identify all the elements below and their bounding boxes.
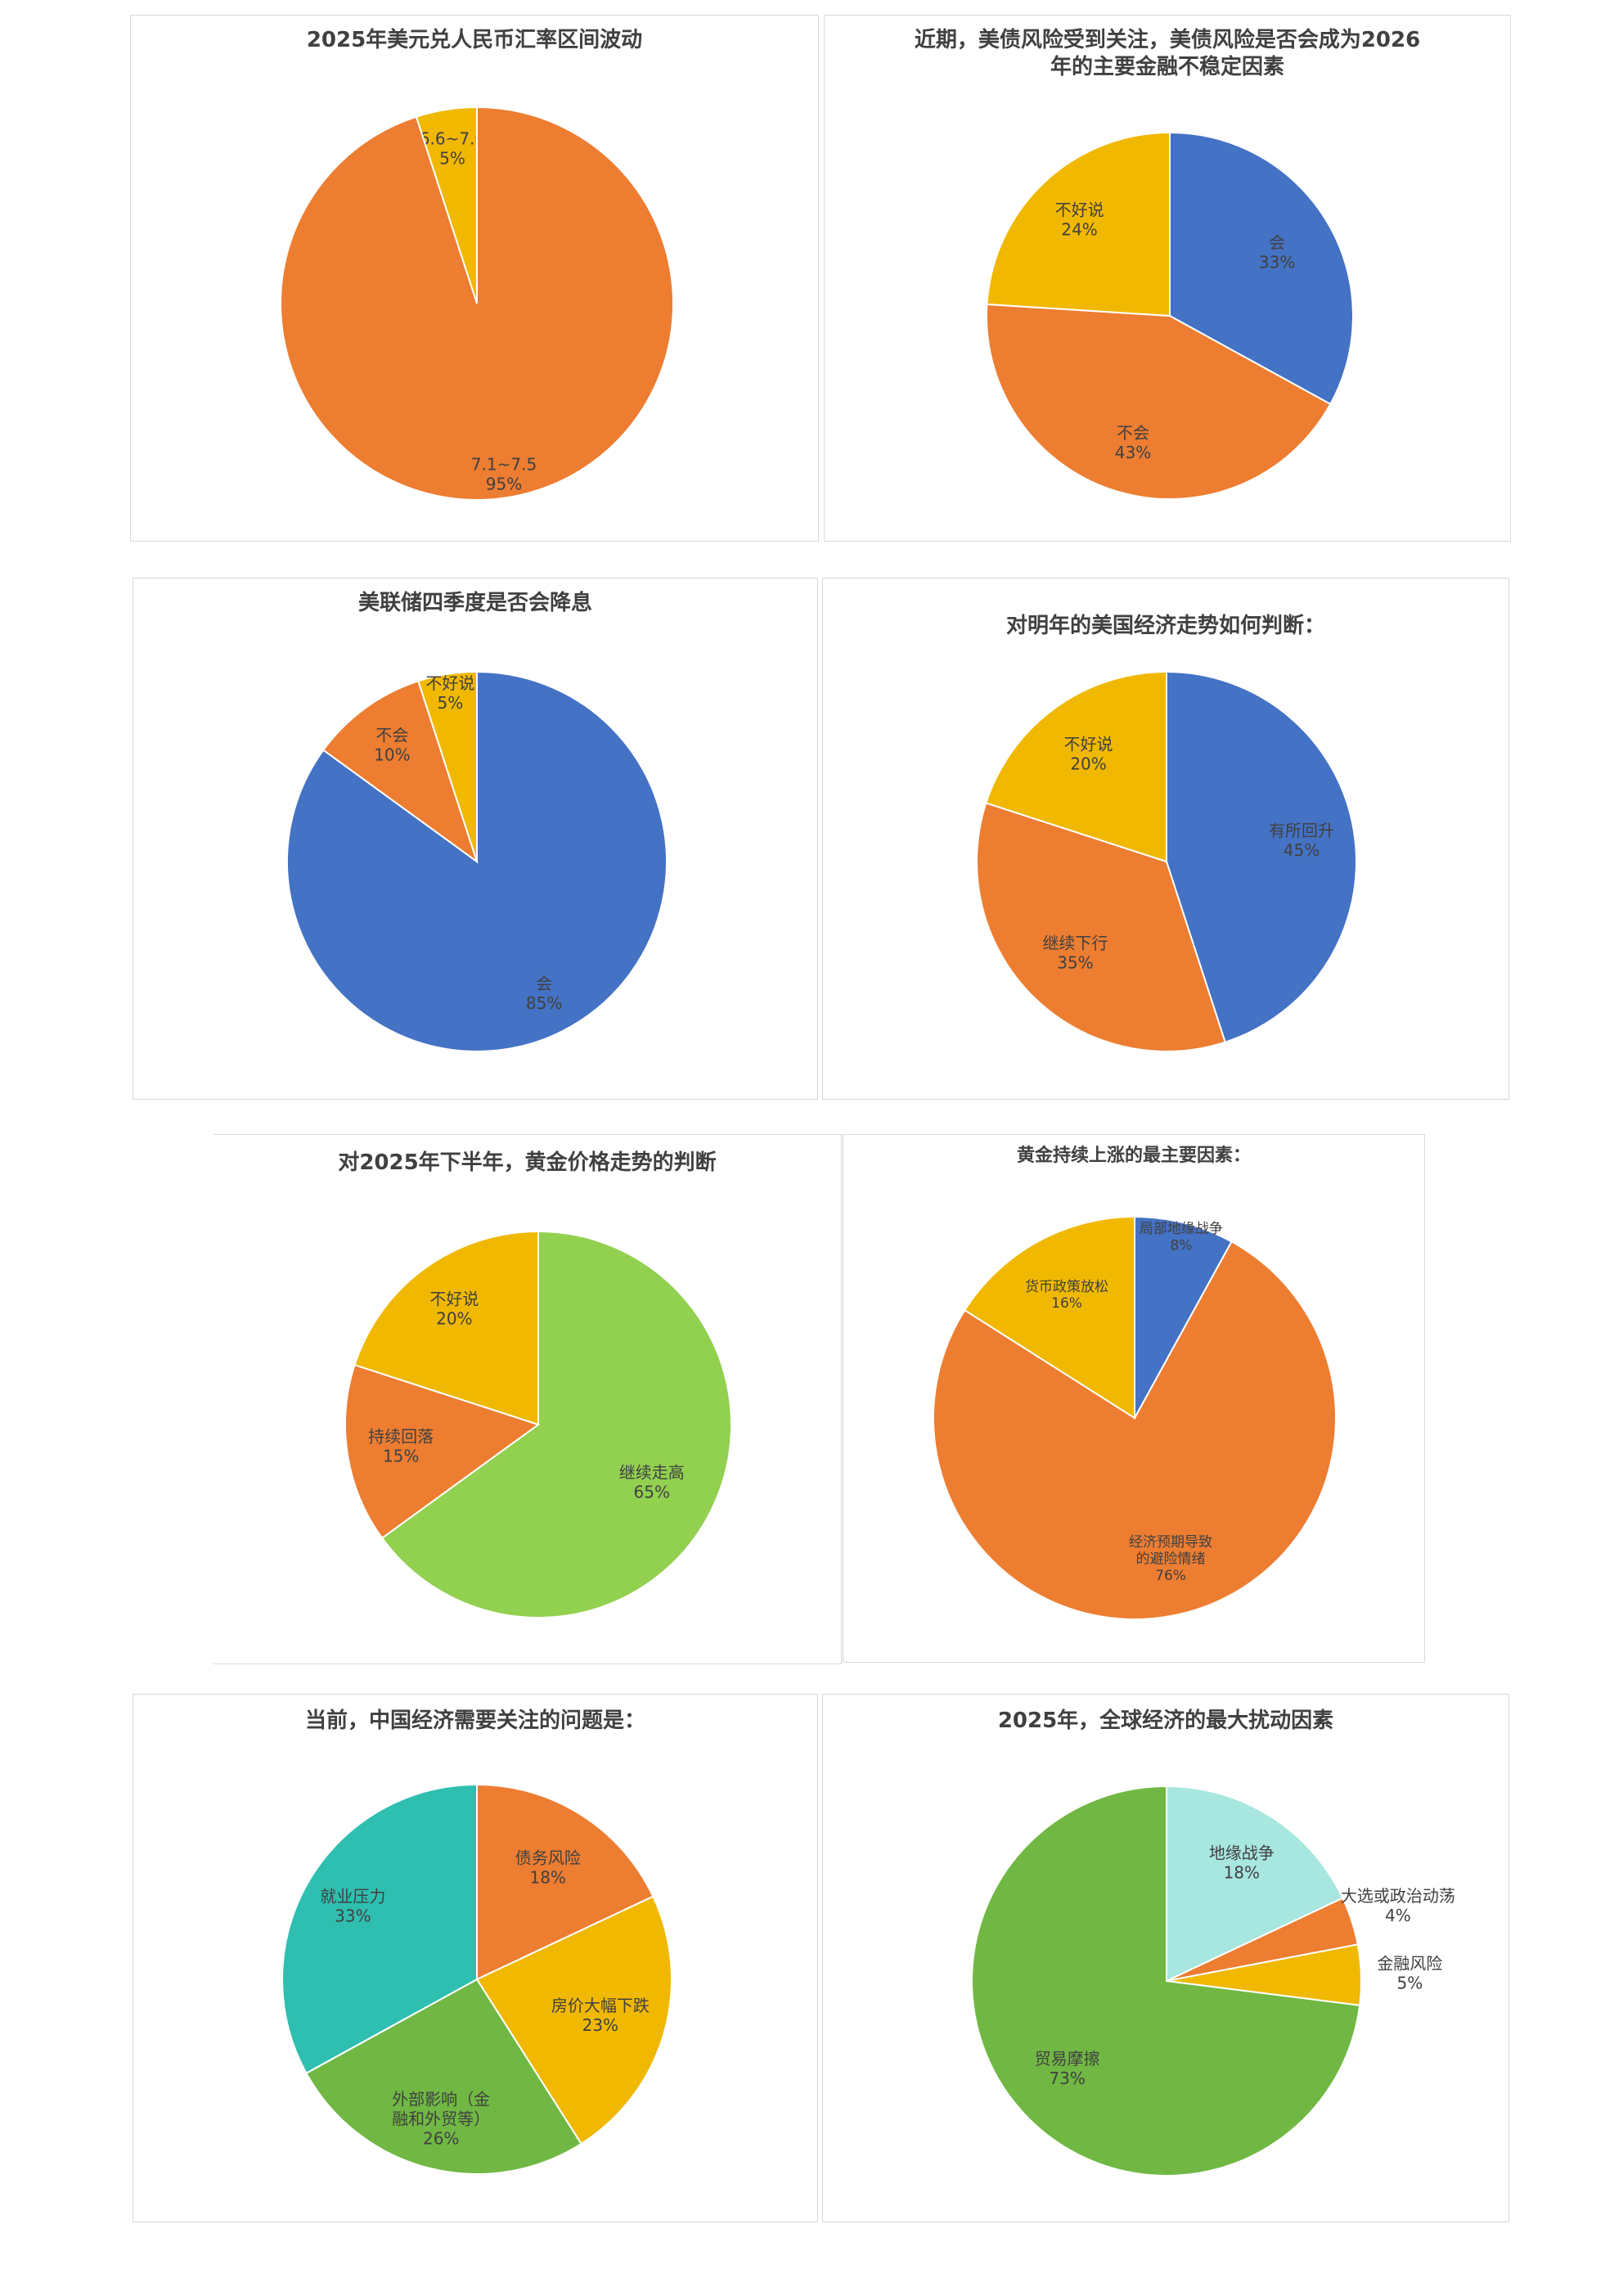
chart-title: 美联储四季度是否会降息 — [357, 591, 592, 615]
slice-label-经济预期导致的避险情绪: 经济预期导致的避险情绪 76% — [1129, 1534, 1212, 1584]
slice-label-不好说: 不好说 20% — [429, 1290, 479, 1329]
pie-slice-房价大幅下跌 — [475, 1895, 672, 2145]
pie-slice-不好说 — [985, 670, 1167, 863]
slice-label-不会: 不会 43% — [1115, 423, 1151, 462]
chart-panel-gold-drivers: 黄金持续上涨的最主要因素： 局部地缘战争 8% 经济预期导致的避险情绪 76% 货币政策… — [843, 1134, 1425, 1663]
slice-label-不好说: 不好说 20% — [1064, 735, 1113, 774]
slice-label-继续走高: 继续走高 65% — [619, 1463, 685, 1502]
chart-title: 2025年美元兑人民币汇率区间波动 — [306, 28, 643, 52]
chart-title: 当前，中国经济需要关注的问题是： — [304, 1708, 645, 1733]
slice-label-金融风险: 金融风险 5% — [1377, 1954, 1442, 1993]
slice-label-外部影响-金融和外贸等-: 外部影响（金融和外贸等） 26% — [392, 2090, 490, 2149]
pie-slice-不会 — [986, 303, 1332, 500]
pie-slice-持续回落 — [344, 1363, 541, 1540]
slice-label-大选或政治动荡: 大选或政治动荡 4% — [1341, 1886, 1455, 1925]
slice-label-6-6-7-0: 6.6~7.0 5% — [420, 128, 485, 168]
chart-panel-us-economy-outlook: 对明年的美国经济走势如何判断： 有所回升 45% 继续下行 35% 不好说 20% — [822, 578, 1509, 1100]
chart-title: 黄金持续上涨的最主要因素： — [1016, 1146, 1251, 1166]
chart-title: 2025年，全球经济的最大扰动因素 — [997, 1708, 1334, 1733]
slice-label-会: 会 33% — [1259, 232, 1295, 272]
pie-slice-不好说 — [353, 1230, 539, 1426]
slice-label-不好说: 不好说 5% — [425, 673, 474, 713]
pie-slice-有所回升 — [1166, 670, 1357, 1043]
chart-panel-usd-cny-range: 2025年美元兑人民币汇率区间波动 6.6~7.0 5% 7.1~7.5 95% — [130, 15, 819, 542]
pie-slice-地缘战争 — [1166, 1785, 1344, 1983]
pie-slice-就业压力 — [281, 1783, 478, 2075]
slice-label-有所回升: 有所回升 45% — [1269, 821, 1334, 860]
pie-chart: 有所回升 45% 继续下行 35% 不好说 20% — [976, 670, 1357, 1052]
chart-title: 对2025年下半年，黄金价格走势的判断 — [338, 1150, 717, 1175]
pie-slice-外部影响-金融和外贸等- — [305, 1978, 582, 2175]
chart-panel-us-debt-risk: 近期，美债风险受到关注，美债风险是否会成为2026年的主要金融不稳定因素 会 33… — [824, 15, 1511, 542]
pie-chart: 继续走高 65% 持续回落 15% 不好说 20% — [344, 1230, 732, 1618]
chart-panel-global-disruptors: 2025年，全球经济的最大扰动因素 地缘战争 18% 大选或政治动荡 4% 金融风险 5%… — [822, 1694, 1509, 2222]
chart-title: 近期，美债风险受到关注，美债风险是否会成为2026年的主要金融不稳定因素 — [914, 28, 1421, 79]
slice-label-会: 会 85% — [526, 974, 562, 1013]
chart-panel-fed-rate-cut: 美联储四季度是否会降息 会 85% 不会 10% 不好说 5% — [133, 578, 818, 1100]
pie-chart: 地缘战争 18% 大选或政治动荡 4% 金融风险 5% 贸易摩擦 73% — [971, 1785, 1455, 2177]
slice-label-继续下行: 继续下行 35% — [1042, 934, 1108, 973]
slice-label-货币政策放松: 货币政策放松 16% — [1025, 1279, 1108, 1312]
pie-slice-会 — [1169, 131, 1354, 406]
pie-slice-货币政策放松 — [963, 1215, 1135, 1420]
slice-label-地缘战争: 地缘战争 18% — [1209, 1843, 1275, 1882]
pie-chart: 会 85% 不会 10% 不好说 5% — [286, 670, 668, 1052]
pie-slice-继续下行 — [976, 802, 1226, 1052]
slice-label-7-1-7-5: 7.1~7.5 95% — [471, 455, 537, 494]
chart-panel-gold-price-outlook: 对2025年下半年，黄金价格走势的判断 继续走高 65% 持续回落 15% 不好说 20% — [214, 1134, 842, 1664]
pie-slice-局部地缘战争 — [1134, 1215, 1233, 1419]
pie-slice-不好说 — [986, 131, 1171, 317]
pie-slice-贸易摩擦 — [971, 1785, 1361, 2177]
pie-slice-经济预期导致的避险情绪 — [933, 1240, 1337, 1620]
pie-slice-7-1-7-5 — [280, 106, 674, 501]
pie-slice-债务风险 — [476, 1783, 654, 1981]
pie-chart: 局部地缘战争 8% 经济预期导致的避险情绪 76% 货币政策放松 16% — [933, 1215, 1337, 1620]
pie-slice-不好说 — [417, 670, 478, 862]
chart-title: 对明年的美国经济走势如何判断： — [1005, 614, 1325, 638]
pie-slice-不会 — [321, 680, 479, 864]
pie-chart: 债务风险 18% 房价大幅下跌 23% 外部影响（金融和外贸等） 26% 就业压力 33% — [281, 1783, 672, 2175]
slice-label-局部地缘战争: 局部地缘战争 8% — [1140, 1221, 1223, 1254]
pie-chart: 会 33% 不会 43% 不好说 24% — [986, 131, 1354, 500]
slice-label-不好说: 不好说 24% — [1055, 200, 1104, 239]
slice-label-房价大幅下跌: 房价大幅下跌 23% — [551, 1996, 650, 2035]
slice-label-债务风险: 债务风险 18% — [515, 1848, 581, 1887]
pie-slice-继续走高 — [380, 1230, 732, 1618]
chart-panel-china-economy-issues: 当前，中国经济需要关注的问题是： 债务风险 18% 房价大幅下跌 23% 外部影响（金融… — [133, 1694, 818, 2222]
pie-chart: 6.6~7.0 5% 7.1~7.5 95% — [280, 106, 674, 501]
slice-label-就业压力: 就业压力 33% — [320, 1886, 385, 1925]
slice-label-不会: 不会 10% — [374, 725, 410, 764]
slice-label-贸易摩擦: 贸易摩擦 73% — [1035, 2049, 1100, 2088]
slice-label-持续回落: 持续回落 15% — [368, 1427, 434, 1466]
